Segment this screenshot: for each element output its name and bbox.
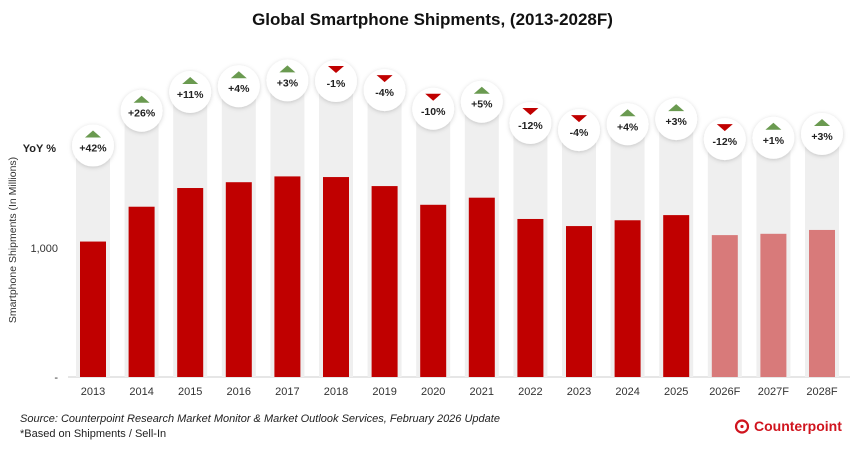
- yoy-bubble: [266, 59, 309, 102]
- x-tick-label: 2018: [324, 386, 348, 398]
- logo-icon: [734, 419, 750, 434]
- x-tick-label: 2027F: [758, 386, 789, 398]
- bar: [711, 235, 738, 377]
- up-arrow-icon: [473, 86, 490, 94]
- yoy-bubble: [460, 80, 503, 123]
- yoy-label: YoY %: [23, 143, 56, 155]
- bar: [760, 233, 787, 377]
- x-tick-label: 2013: [81, 386, 105, 398]
- yoy-data-label: +5%: [471, 99, 493, 111]
- chart-title: Global Smartphone Shipments, (2013-2028F…: [252, 10, 613, 29]
- yoy-data-label: +11%: [177, 89, 204, 101]
- bar: [225, 182, 252, 377]
- yoy-data-label: +1%: [763, 135, 785, 147]
- bar: [177, 188, 204, 377]
- up-arrow-icon: [619, 109, 636, 117]
- yoy-data-label: +4%: [228, 83, 250, 95]
- yoy-bubble: [655, 98, 698, 141]
- yoy-bubble: [120, 89, 163, 132]
- yoy-bubble: [315, 60, 357, 103]
- yoy-data-label: +42%: [79, 143, 107, 155]
- bar: [420, 204, 447, 377]
- footnote: *Based on Shipments / Sell-In: [20, 428, 167, 440]
- bar: [274, 176, 301, 377]
- yoy-bubble: [363, 69, 406, 112]
- x-tick-label: 2022: [518, 386, 542, 398]
- down-arrow-icon: [571, 115, 587, 123]
- down-arrow-icon: [522, 107, 539, 115]
- up-arrow-icon: [230, 71, 247, 79]
- bar: [517, 218, 544, 377]
- yoy-data-label: +4%: [617, 121, 639, 133]
- yoy-bubble: [509, 101, 552, 144]
- yoy-data-label: -1%: [327, 78, 346, 90]
- x-tick-label: 2016: [227, 386, 251, 398]
- x-tick-label: 2021: [470, 386, 494, 398]
- up-arrow-icon: [814, 118, 830, 126]
- yoy-data-label: -12%: [713, 136, 738, 148]
- x-tick-label: 2026F: [709, 386, 740, 398]
- yoy-bubble: [801, 112, 843, 155]
- up-arrow-icon: [133, 95, 150, 103]
- yoy-bubble: [217, 65, 260, 108]
- down-arrow-icon: [328, 66, 344, 74]
- bar: [323, 177, 349, 377]
- bar: [566, 226, 592, 377]
- bar: [663, 215, 690, 377]
- x-tick-label: 2023: [567, 386, 591, 398]
- x-tick-label: 2028F: [806, 386, 837, 398]
- bar: [614, 220, 641, 377]
- bar: [468, 197, 495, 377]
- up-arrow-icon: [765, 122, 782, 130]
- yoy-data-label: +3%: [277, 77, 299, 89]
- bar-chart: - 1,000 Smartphone Shipments (In Millions)…: [7, 59, 850, 398]
- yoy-data-label: -4%: [570, 127, 589, 139]
- yoy-data-label: +26%: [128, 108, 156, 120]
- source-note: Source: Counterpoint Research Market Mon…: [20, 413, 500, 425]
- x-tick-label: 2019: [372, 386, 396, 398]
- yoy-data-label: -10%: [421, 106, 446, 118]
- y-tick-label: -: [54, 372, 58, 384]
- yoy-data-label: +3%: [811, 131, 833, 143]
- yoy-bubble: [703, 118, 746, 161]
- yoy-data-label: -4%: [375, 87, 394, 99]
- yoy-data-label: +3%: [666, 116, 688, 128]
- x-tick-label: 2024: [615, 386, 639, 398]
- x-tick-label: 2014: [129, 386, 153, 398]
- yoy-bubble: [72, 124, 114, 167]
- bar: [371, 186, 398, 377]
- y-tick-label: 1,000: [30, 243, 58, 255]
- yoy-bubble: [558, 109, 600, 152]
- yoy-bubble: [752, 116, 795, 159]
- x-tick-label: 2025: [664, 386, 688, 398]
- y-axis-label: Smartphone Shipments (In Millions): [7, 157, 19, 323]
- down-arrow-icon: [716, 124, 733, 132]
- yoy-data-label: -12%: [518, 120, 543, 132]
- up-arrow-icon: [182, 77, 199, 85]
- bar: [80, 241, 106, 377]
- up-arrow-icon: [279, 65, 296, 73]
- yoy-bubble: [412, 87, 455, 130]
- up-arrow-icon: [85, 130, 101, 138]
- bar: [128, 206, 155, 377]
- x-tick-label: 2017: [275, 386, 299, 398]
- logo-text: Counterpoint: [754, 418, 842, 434]
- bar: [809, 229, 835, 377]
- counterpoint-logo: Counterpoint: [734, 418, 842, 434]
- x-tick-label: 2015: [178, 386, 202, 398]
- down-arrow-icon: [376, 75, 393, 83]
- x-tick-label: 2020: [421, 386, 445, 398]
- yoy-bubble: [169, 71, 212, 114]
- down-arrow-icon: [425, 93, 442, 101]
- yoy-bubble: [606, 103, 649, 146]
- up-arrow-icon: [668, 104, 685, 112]
